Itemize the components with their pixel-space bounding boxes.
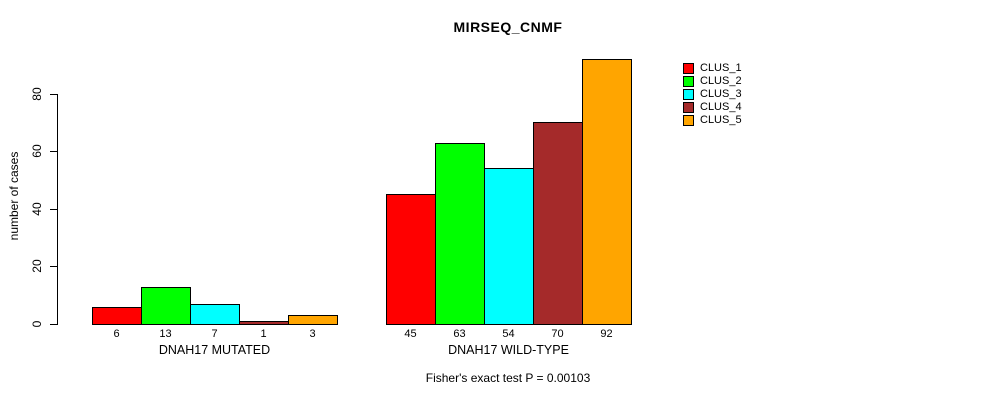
y-tick (50, 151, 58, 152)
bar-clus_5-mutated (288, 315, 338, 325)
y-tick-label: 60 (30, 144, 44, 158)
bar-clus_4-wild-type (533, 122, 583, 325)
legend-label: CLUS_1 (700, 62, 742, 74)
bar-clus_5-wild-type (582, 59, 632, 325)
bar-clus_4-mutated (239, 321, 289, 325)
chart-title: MIRSEQ_CNMF (453, 19, 563, 35)
bar-value-label: 6 (113, 328, 120, 340)
bar-clus_1-mutated (92, 307, 142, 325)
legend-swatch-icon (683, 76, 694, 87)
bar-clus_2-mutated (141, 287, 191, 325)
legend-swatch-icon (683, 63, 694, 74)
legend-swatch-icon (683, 89, 694, 100)
fisher-test-annotation: Fisher's exact test P = 0.00103 (425, 371, 591, 385)
legend-row-clus_2: CLUS_2 (683, 75, 742, 88)
legend-label: CLUS_4 (700, 101, 742, 113)
y-tick-label: 40 (30, 202, 44, 216)
y-tick (50, 94, 58, 95)
bar-value-label: 3 (309, 328, 316, 340)
bar-value-label: 1 (260, 328, 267, 340)
legend-row-clus_4: CLUS_4 (683, 101, 742, 114)
group-label-wild-type: DNAH17 WILD-TYPE (448, 343, 569, 357)
group-label-mutated: DNAH17 MUTATED (158, 343, 271, 357)
bar-value-label: 45 (404, 328, 417, 340)
bar-value-label: 70 (551, 328, 564, 340)
bar-value-label: 92 (600, 328, 613, 340)
y-axis-label: number of cases (7, 151, 21, 241)
bar-value-label: 13 (159, 328, 172, 340)
legend-label: CLUS_2 (700, 75, 742, 87)
legend-swatch-icon (683, 115, 694, 126)
bar-clus_3-wild-type (484, 168, 534, 325)
legend: CLUS_1 CLUS_2 CLUS_3 CLUS_4 CLUS_5 (683, 62, 742, 127)
bar-clus_2-wild-type (435, 143, 485, 325)
y-tick-label: 0 (30, 320, 44, 328)
legend-row-clus_1: CLUS_1 (683, 62, 742, 75)
legend-row-clus_5: CLUS_5 (683, 114, 742, 127)
bar-clus_3-mutated (190, 304, 240, 325)
y-tick (50, 266, 58, 267)
legend-swatch-icon (683, 102, 694, 113)
bar-value-label: 54 (502, 328, 515, 340)
bar-value-label: 63 (453, 328, 466, 340)
bar-clus_1-wild-type (386, 194, 436, 325)
legend-label: CLUS_3 (700, 88, 742, 100)
y-tick-label: 20 (30, 259, 44, 273)
bar-value-label: 7 (211, 328, 218, 340)
legend-row-clus_3: CLUS_3 (683, 88, 742, 101)
legend-label: CLUS_5 (700, 114, 742, 126)
y-tick (50, 209, 58, 210)
y-tick (50, 324, 58, 325)
y-tick-label: 80 (30, 87, 44, 101)
